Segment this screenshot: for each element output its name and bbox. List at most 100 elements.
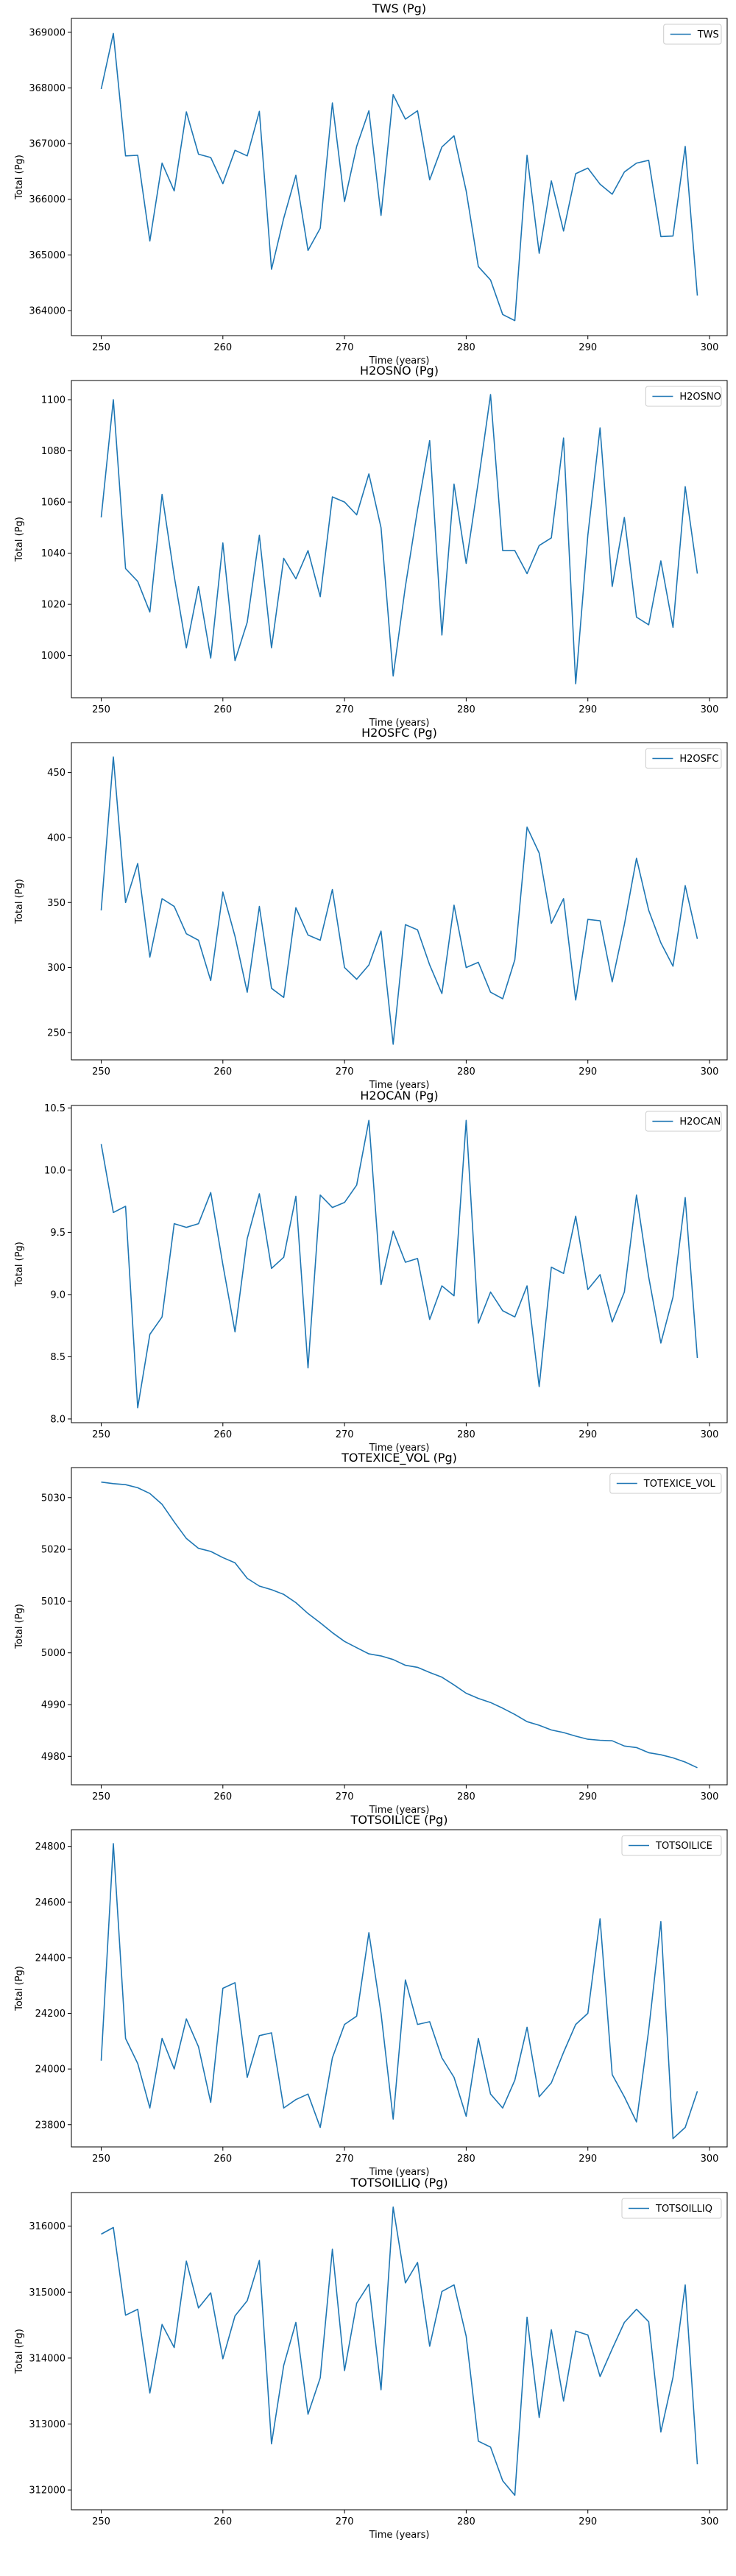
y-tick-label: 366000 (29, 194, 66, 205)
legend-box (621, 2198, 722, 2219)
y-tick-label: 4980 (41, 1752, 66, 1763)
x-tick-label: 280 (457, 704, 475, 715)
x-tick-label: 280 (457, 1429, 475, 1440)
axes-frame (71, 742, 728, 1061)
y-tick-label: 1100 (41, 395, 66, 406)
x-tick-label: 260 (213, 342, 232, 353)
x-tick-label: 260 (213, 2154, 232, 2165)
x-axis-label: Time (years) (369, 1080, 430, 1091)
y-tick-label: 364000 (29, 305, 66, 316)
x-tick-label: 270 (336, 1791, 354, 1802)
y-tick-label: 5010 (41, 1596, 66, 1607)
y-tick-label: 24400 (35, 1953, 66, 1964)
series-line (101, 1481, 698, 1769)
x-tick-label: 300 (701, 704, 719, 715)
x-tick-label: 300 (701, 1066, 719, 1078)
y-tick-label: 368000 (29, 83, 66, 94)
x-tick-label: 290 (578, 1791, 597, 1802)
legend-label: TOTSOILICE (655, 1841, 712, 1852)
y-tick-label: 1080 (41, 446, 66, 457)
y-tick-label: 365000 (29, 250, 66, 261)
chart-panel: H2OSFC (Pg) 250 260 270 280 290 300 250 300 350 40… (14, 726, 728, 1091)
y-tick-label: 9.0 (50, 1289, 66, 1301)
y-tick-label: 10.0 (44, 1165, 66, 1176)
x-tick-label: 280 (457, 1066, 475, 1078)
y-tick-label: 10.5 (44, 1103, 66, 1114)
chart-title: TOTEXICE_VOL (Pg) (341, 1451, 457, 1465)
x-tick-label: 280 (457, 2516, 475, 2527)
legend-box (621, 1835, 722, 1856)
y-axis-label: Total (Pg) (14, 1604, 25, 1649)
chart-title: H2OCAN (Pg) (360, 1089, 438, 1103)
y-tick-label: 24600 (35, 1897, 66, 1908)
y-tick-label: 312000 (29, 2485, 66, 2497)
x-tick-label: 250 (92, 1066, 110, 1078)
legend-box (645, 748, 722, 769)
series-line (100, 1119, 698, 1409)
x-tick-label: 250 (92, 2516, 110, 2527)
legend-box (663, 24, 722, 45)
chart-title: TOTSOILICE (Pg) (350, 1813, 448, 1827)
y-tick-label: 5000 (41, 1648, 66, 1659)
x-tick-label: 300 (701, 342, 719, 353)
x-tick-label: 260 (213, 2516, 232, 2527)
x-axis-label: Time (years) (369, 1443, 430, 1454)
y-tick-label: 450 (47, 768, 66, 779)
x-tick-label: 250 (92, 1791, 110, 1802)
series-line (100, 756, 698, 1045)
y-axis-label: Total (Pg) (14, 879, 25, 924)
axes-frame (71, 2192, 728, 2510)
legend-label: H2OSFC (679, 754, 718, 765)
chart-title: H2OSFC (Pg) (361, 726, 437, 740)
x-tick-label: 290 (578, 2516, 597, 2527)
x-tick-label: 270 (336, 2516, 354, 2527)
y-tick-label: 23800 (35, 2120, 66, 2131)
legend-label: TOTEXICE_VOL (643, 1479, 716, 1490)
axes-frame (71, 1105, 728, 1423)
x-tick-label: 300 (701, 2516, 719, 2527)
legend-label: TOTSOILLIQ (655, 2204, 712, 2215)
axes-frame (71, 380, 728, 698)
y-tick-label: 1040 (41, 548, 66, 559)
x-tick-label: 280 (457, 2154, 475, 2165)
legend-label: H2OCAN (679, 1117, 721, 1128)
y-tick-label: 5020 (41, 1545, 66, 1556)
series-line (100, 32, 698, 322)
chart-title: H2OSNO (Pg) (360, 364, 439, 378)
series-line (101, 2206, 698, 2497)
y-tick-label: 369000 (29, 27, 66, 38)
y-tick-label: 300 (47, 963, 66, 974)
y-tick-label: 367000 (29, 139, 66, 150)
x-tick-label: 270 (336, 704, 354, 715)
x-tick-label: 280 (457, 1791, 475, 1802)
x-axis-label: Time (years) (369, 1805, 430, 1816)
x-axis-label: Time (years) (369, 355, 430, 367)
chart-title: TOTSOILLIQ (Pg) (350, 2176, 447, 2190)
y-tick-label: 400 (47, 832, 66, 843)
x-tick-label: 250 (92, 342, 110, 353)
x-axis-label: Time (years) (369, 2530, 430, 2541)
y-tick-label: 5030 (41, 1493, 66, 1504)
x-tick-label: 290 (578, 704, 597, 715)
x-tick-label: 270 (336, 1066, 354, 1078)
axes-frame (71, 1829, 728, 2148)
y-tick-label: 315000 (29, 2287, 66, 2299)
axes-frame (71, 1467, 728, 1786)
x-tick-label: 270 (336, 1429, 354, 1440)
x-tick-label: 260 (213, 1429, 232, 1440)
chart-panel: H2OSNO (Pg) 250 260 270 280 290 300 1000 1020 104… (14, 364, 728, 729)
y-tick-label: 8.0 (50, 1414, 66, 1425)
y-tick-label: 316000 (29, 2221, 66, 2232)
y-tick-label: 24200 (35, 2009, 66, 2020)
x-tick-label: 260 (213, 1066, 232, 1078)
chart-panel: H2OCAN (Pg) 250 260 270 280 290 300 8.0 8.5 9.0 9.… (14, 1089, 728, 1454)
chart-panel: TOTSOILICE (Pg) 250 260 270 280 290 300 23800 24… (14, 1813, 728, 2178)
legend-label: TWS (697, 29, 719, 40)
x-tick-label: 290 (578, 2154, 597, 2165)
x-tick-label: 250 (92, 1429, 110, 1440)
x-tick-label: 270 (336, 342, 354, 353)
x-tick-label: 250 (92, 704, 110, 715)
x-tick-label: 300 (701, 2154, 719, 2165)
x-tick-label: 280 (457, 342, 475, 353)
y-tick-label: 24800 (35, 1841, 66, 1853)
